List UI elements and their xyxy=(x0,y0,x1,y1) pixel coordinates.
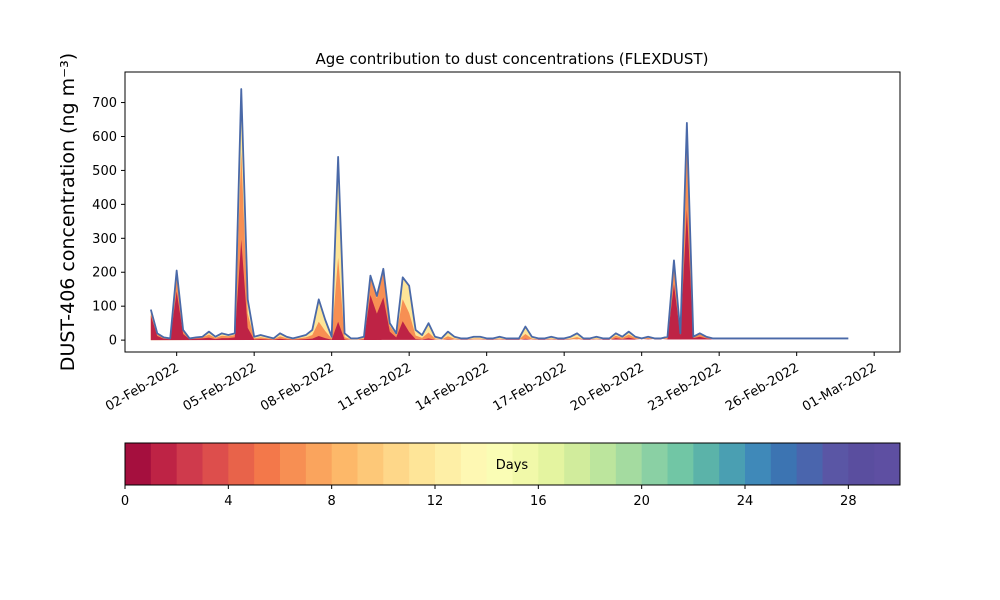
x-tick-label: 02-Feb-2022 xyxy=(103,360,182,414)
colorbar-swatch xyxy=(848,443,875,485)
colorbar-swatch xyxy=(460,443,488,485)
colorbar-tick-label: 16 xyxy=(530,494,547,509)
age-area-old xyxy=(150,88,849,341)
x-axis: 02-Feb-202205-Feb-202208-Feb-202211-Feb-… xyxy=(103,352,879,415)
y-tick-label: 400 xyxy=(92,198,117,213)
colorbar-tick-label: 28 xyxy=(840,494,857,509)
colorbar-swatch xyxy=(590,443,617,485)
colorbar-swatch xyxy=(486,443,513,485)
colorbar-swatch xyxy=(409,443,436,485)
colorbar-swatch xyxy=(202,443,229,485)
x-tick-label: 01-Mar-2022 xyxy=(800,360,879,414)
x-tick-label: 05-Feb-2022 xyxy=(181,360,260,414)
colorbar-swatch xyxy=(357,443,384,485)
colorbar-swatch xyxy=(745,443,772,485)
colorbar-swatch xyxy=(331,443,358,485)
colorbar-swatch xyxy=(564,443,591,485)
x-tick-label: 08-Feb-2022 xyxy=(258,360,337,414)
colorbar-swatch xyxy=(254,443,281,485)
x-tick-label: 11-Feb-2022 xyxy=(336,360,415,414)
colorbar-swatch xyxy=(125,443,152,485)
age-area-mid xyxy=(150,133,849,341)
colorbar-swatch xyxy=(538,443,565,485)
colorbar-swatch xyxy=(435,443,462,485)
y-tick-label: 300 xyxy=(92,232,117,247)
colorbar xyxy=(124,442,901,486)
y-axis-label: DUST-406 concentration (ng m⁻³) xyxy=(57,53,79,371)
x-tick-label: 17-Feb-2022 xyxy=(491,360,570,414)
age-area-layers xyxy=(150,88,849,341)
colorbar-swatch xyxy=(719,443,746,485)
colorbar-swatch xyxy=(641,443,668,485)
colorbar-tick-label: 4 xyxy=(224,494,232,509)
colorbar-swatch xyxy=(176,443,203,485)
chart-title: Age contribution to dust concentrations … xyxy=(316,50,709,68)
colorbar-swatch xyxy=(822,443,849,485)
y-tick-label: 0 xyxy=(109,334,117,349)
colorbar-tick-label: 0 xyxy=(121,494,129,509)
colorbar-swatch xyxy=(512,443,539,485)
y-tick-label: 100 xyxy=(92,300,117,315)
plot-frame xyxy=(124,71,901,353)
total-concentration-line xyxy=(149,88,849,340)
colorbar-swatch xyxy=(383,443,410,485)
y-tick-label: 700 xyxy=(92,96,117,111)
colorbar-swatch xyxy=(615,443,643,485)
colorbar-axis: 0 4 8 12 16 20 24 28 xyxy=(121,485,857,509)
y-tick-label: 500 xyxy=(92,164,117,179)
x-tick-label: 26-Feb-2022 xyxy=(723,360,802,414)
colorbar-swatch xyxy=(228,443,255,485)
colorbar-swatch xyxy=(693,443,720,485)
x-tick-label: 23-Feb-2022 xyxy=(646,360,725,414)
colorbar-tick-label: 24 xyxy=(737,494,754,509)
x-tick-label: 14-Feb-2022 xyxy=(413,360,492,414)
y-axis: 0 100 200 300 400 500 600 700 xyxy=(92,96,125,349)
x-tick-label: 20-Feb-2022 xyxy=(568,360,647,414)
colorbar-swatch xyxy=(770,443,798,485)
colorbar-frame xyxy=(124,442,901,486)
colorbar-swatch xyxy=(280,443,307,485)
colorbar-tick-label: 12 xyxy=(427,494,444,509)
colorbar-swatch xyxy=(150,443,178,485)
colorbar-swatch xyxy=(874,443,901,485)
age-area-young xyxy=(150,209,849,341)
y-tick-label: 200 xyxy=(92,266,117,281)
colorbar-label: Days xyxy=(496,458,529,473)
colorbar-swatch xyxy=(305,443,333,485)
colorbar-swatch xyxy=(796,443,823,485)
total-line-layer xyxy=(149,88,849,340)
colorbar-tick-label: 8 xyxy=(328,494,336,509)
y-tick-label: 600 xyxy=(92,130,117,145)
colorbar-swatch xyxy=(667,443,694,485)
colorbar-tick-label: 20 xyxy=(633,494,650,509)
